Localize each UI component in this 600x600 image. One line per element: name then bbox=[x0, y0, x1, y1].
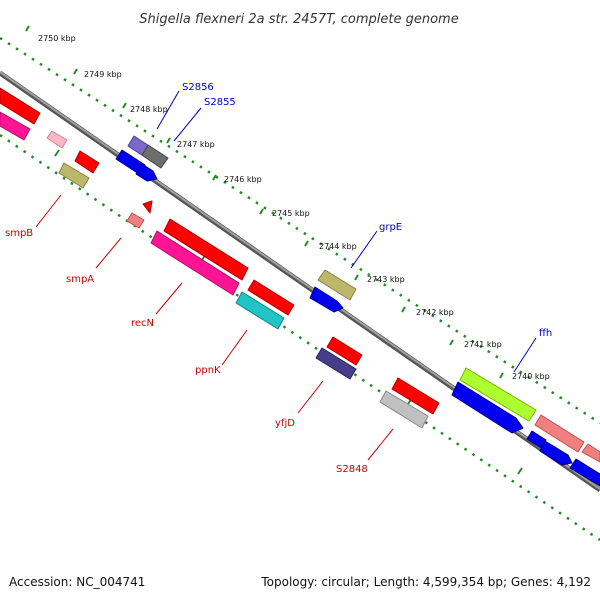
gene-feature-grpE[interactable] bbox=[317, 269, 357, 301]
tick-mark bbox=[449, 339, 454, 346]
gene-feature-grpE-b[interactable] bbox=[309, 286, 344, 313]
tick-label: 2749 kbp bbox=[84, 70, 122, 79]
gene-feature-ffh-b[interactable] bbox=[451, 381, 524, 434]
gene-feature-smpB[interactable] bbox=[58, 162, 90, 189]
gene-label-yfjD[interactable]: yfjD bbox=[275, 418, 295, 429]
gene-label-s2856[interactable]: S2856 bbox=[182, 82, 214, 93]
leader-yfjD bbox=[297, 380, 324, 414]
gene-label-recN[interactable]: recN bbox=[131, 318, 154, 329]
tick-guides bbox=[0, 36, 600, 542]
tick-mark bbox=[304, 240, 309, 247]
gene-feature-s2856b[interactable] bbox=[141, 144, 169, 169]
leader-s2856 bbox=[156, 90, 180, 130]
leader-recN bbox=[155, 282, 183, 315]
tick-label: 2744 kbp bbox=[319, 242, 357, 251]
gene-feature-S2848[interactable] bbox=[379, 390, 429, 429]
gene-feature-right-pink[interactable] bbox=[534, 414, 585, 453]
gene-feature-yfjD[interactable] bbox=[315, 347, 357, 380]
tick-label: 2741 kbp bbox=[464, 340, 502, 349]
gene-feature-ffh[interactable] bbox=[459, 367, 537, 422]
map-title: Shigella flexneri 2a str. 2457T, complet… bbox=[139, 12, 458, 27]
gene-feature-S2848-red[interactable] bbox=[391, 377, 440, 415]
gene-labels: S2856 S2855 grpE ffh smpB smpA recN ppnK… bbox=[5, 82, 552, 475]
accession-text: Accession: NC_004741 bbox=[9, 575, 145, 589]
tick-mark bbox=[354, 274, 359, 281]
gene-label-S2848[interactable]: S2848 bbox=[336, 464, 368, 475]
tick-label: 2746 kbp bbox=[224, 175, 262, 184]
gene-feature-right-blue2[interactable] bbox=[539, 440, 573, 466]
tick-mark bbox=[499, 372, 504, 379]
tick-mark bbox=[73, 68, 78, 75]
tick-label: 2742 kbp bbox=[416, 308, 454, 317]
gene-feature-right-pink2[interactable] bbox=[581, 443, 600, 463]
gene-feature-yfjD-red[interactable] bbox=[326, 336, 363, 366]
label-leaders bbox=[35, 90, 537, 461]
tick-mark bbox=[122, 102, 127, 109]
tick-mark bbox=[166, 137, 171, 144]
gene-label-ffh[interactable]: ffh bbox=[539, 328, 552, 339]
tick-mark bbox=[517, 467, 523, 475]
gene-feature-right-blue3[interactable] bbox=[569, 458, 600, 487]
inner-tick-guide bbox=[0, 133, 600, 542]
gene-feature-s2855b[interactable] bbox=[135, 163, 158, 182]
tick-label: 2748 kbp bbox=[130, 105, 168, 114]
gene-feature-smpB-red[interactable] bbox=[74, 150, 100, 174]
leader-S2848 bbox=[367, 428, 394, 461]
tick-label: 2743 kbp bbox=[367, 275, 405, 284]
tick-mark bbox=[25, 25, 30, 32]
gene-feature-ppnK-red[interactable] bbox=[247, 279, 295, 316]
gene-feature-ppnK[interactable] bbox=[235, 291, 285, 330]
topology-text: Topology: circular; Length: 4,599,354 bp… bbox=[260, 575, 591, 589]
tick-marks bbox=[25, 25, 523, 475]
gene-feature-left-red[interactable] bbox=[0, 87, 41, 125]
tick-mark bbox=[212, 174, 217, 181]
tick-label: 2747 kbp bbox=[177, 140, 215, 149]
gene-label-s2855[interactable]: S2855 bbox=[204, 97, 236, 108]
forward-strand-features bbox=[115, 135, 600, 487]
leader-s2855 bbox=[173, 107, 202, 142]
gene-label-ppnK[interactable]: ppnK bbox=[195, 365, 221, 376]
gene-label-smpB[interactable]: smpB bbox=[5, 228, 33, 239]
gene-feature-tiny-red[interactable] bbox=[142, 200, 153, 214]
tick-label: 2750 kbp bbox=[38, 34, 76, 43]
leader-smpB bbox=[35, 194, 62, 228]
tick-mark bbox=[259, 208, 264, 215]
tick-label: 2740 kbp bbox=[512, 372, 550, 381]
gene-feature-recN[interactable] bbox=[150, 230, 240, 296]
leader-ppnK bbox=[221, 329, 248, 366]
tick-mark bbox=[54, 149, 60, 157]
gene-feature-small-pink[interactable] bbox=[46, 130, 68, 149]
leader-ffh bbox=[513, 337, 537, 373]
gene-feature-smpA[interactable] bbox=[126, 212, 145, 229]
leader-grpE bbox=[350, 230, 378, 269]
leader-smpA bbox=[95, 237, 122, 269]
tick-mark bbox=[401, 306, 406, 313]
gene-label-grpE[interactable]: grpE bbox=[379, 222, 402, 233]
gene-feature-left-pink[interactable] bbox=[0, 111, 31, 141]
tick-label: 2745 kbp bbox=[272, 209, 310, 218]
tick-labels: 2750 kbp 2749 kbp 2748 kbp 2747 kbp 2746… bbox=[38, 34, 550, 381]
gene-label-smpA[interactable]: smpA bbox=[66, 274, 94, 285]
outer-tick-guide bbox=[0, 36, 600, 425]
gene-feature-recN-red[interactable] bbox=[163, 218, 249, 281]
reverse-strand-features bbox=[0, 87, 440, 429]
